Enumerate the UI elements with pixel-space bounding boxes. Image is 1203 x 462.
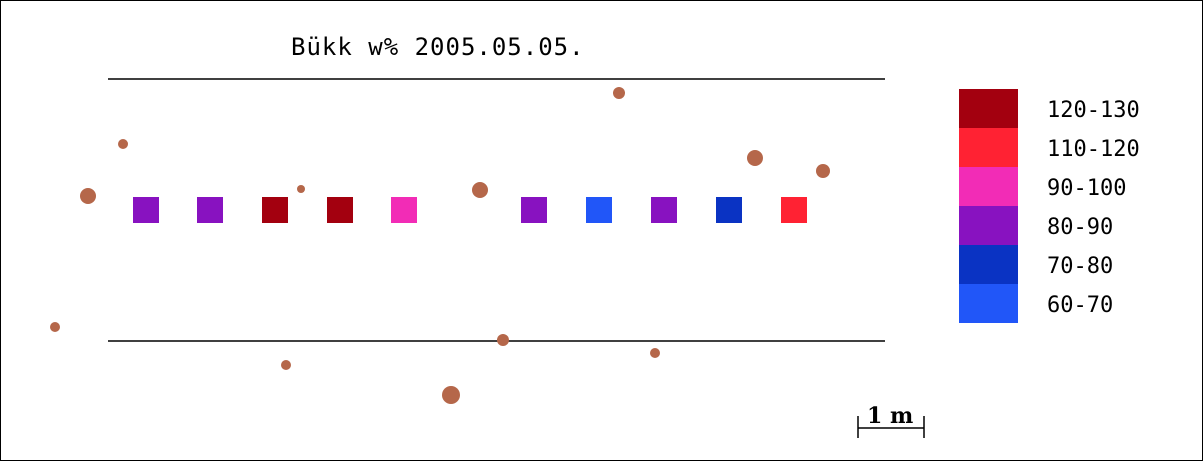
sample-point [586,197,612,223]
legend-label: 90-100 [1047,176,1126,201]
sample-point [391,197,417,223]
sample-point [133,197,159,223]
legend-label: 120-130 [1047,98,1140,123]
tree-marker [613,87,625,99]
legend: 120-130 110-120 90-100 80-90 70-80 60-70 [959,89,1140,323]
tree-marker [497,334,509,346]
sample-point [327,197,353,223]
tree-marker [650,348,660,358]
tree-marker [281,360,291,370]
legend-swatch [959,89,1018,128]
legend-label: 110-120 [1047,137,1140,162]
sample-point [716,197,742,223]
legend-swatch [959,284,1018,323]
sample-point [262,197,288,223]
sample-point [197,197,223,223]
legend-swatch [959,206,1018,245]
sample-point [781,197,807,223]
tree-marker [297,185,305,193]
legend-label: 60-70 [1047,293,1113,318]
tree-marker [50,322,60,332]
tree-marker [80,188,96,204]
legend-label: 70-80 [1047,254,1113,279]
scale-bar-label: 1 m [867,403,913,429]
map-title: Bükk w% 2005.05.05. [291,33,585,61]
tree-marker [472,182,488,198]
sample-point [651,197,677,223]
legend-label: 80-90 [1047,215,1113,240]
legend-swatch [959,167,1018,206]
tree-marker [747,150,763,166]
tree-marker [816,164,830,178]
trees-layer [50,87,830,404]
legend-swatch [959,128,1018,167]
samples-layer [133,197,807,223]
tree-marker [442,386,460,404]
scale-bar: 1 m [857,403,925,438]
sample-point [521,197,547,223]
legend-swatch [959,245,1018,284]
tree-marker [118,139,128,149]
